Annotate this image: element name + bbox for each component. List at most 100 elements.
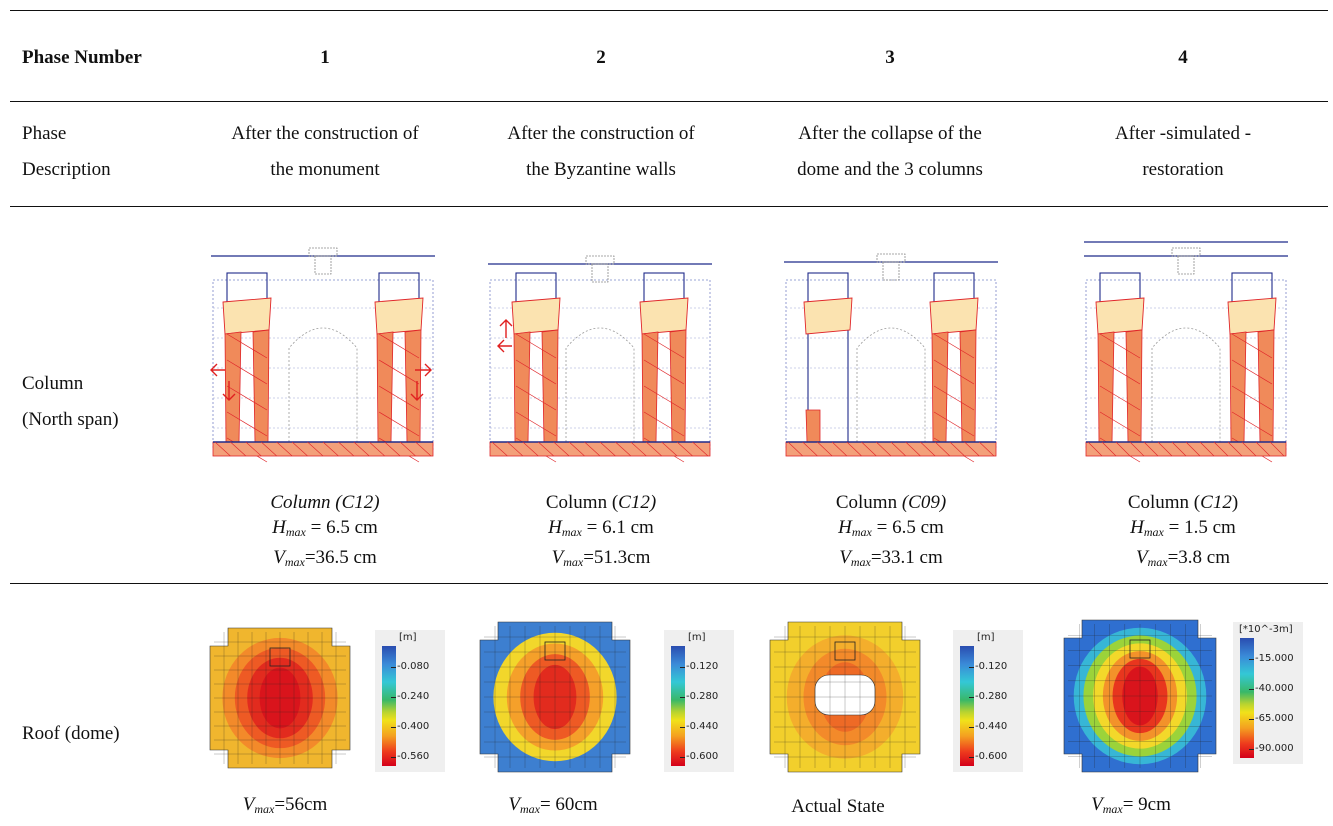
- displacement-arrow: [210, 363, 225, 377]
- column-row-label-line-1: Column: [22, 373, 84, 394]
- deformed-shaft: [1257, 329, 1275, 443]
- dome-element: [308, 247, 338, 257]
- phase-1-description-line-2: the monument: [270, 159, 380, 180]
- crack-line: [933, 359, 975, 385]
- colorbar-1-tick: -0.240: [390, 691, 430, 702]
- slab-crack: [905, 441, 921, 457]
- crack-line: [1231, 385, 1273, 411]
- base-slab: [785, 441, 997, 457]
- column-caption-1: Column (C12) Hmax = 6.5 cm Vmax=36.5 cm: [210, 490, 440, 575]
- description-label-line-1: Phase: [22, 123, 67, 144]
- header-rule: [10, 101, 1328, 102]
- slab-crack: [1143, 441, 1159, 457]
- slab-crack: [261, 441, 277, 457]
- roof-contour-2: [479, 621, 631, 773]
- crack-line: [515, 333, 557, 359]
- slab-crack: [1129, 441, 1145, 457]
- slab-crack: [1213, 441, 1229, 457]
- phase-3-description-line-2: dome and the 3 columns: [797, 159, 983, 180]
- slab-crack: [646, 441, 662, 457]
- slab-crack: [949, 441, 965, 457]
- colorbar-3-tick: -0.440: [968, 721, 1008, 732]
- slab-crack: [630, 441, 647, 457]
- phase-2-header: 2: [596, 47, 606, 68]
- roof-caption-vmax: Vmax= 9cm: [1091, 794, 1171, 816]
- roof-contour-4: [1063, 619, 1217, 773]
- slab-crack: [568, 441, 585, 457]
- phase-number-label: Phase Number: [22, 47, 142, 68]
- deformed-shaft: [252, 329, 270, 443]
- column-caption-hmax: Hmax = 6.5 cm: [272, 517, 378, 539]
- column-caption-title: Column (C12): [270, 492, 380, 513]
- roof-contour-3: [769, 621, 921, 773]
- phase-4-header: 4: [1178, 47, 1188, 68]
- arch-outline: [288, 327, 358, 442]
- dome-drum: [269, 647, 291, 667]
- displacement-arrow: [415, 363, 432, 377]
- slab-crack: [692, 441, 709, 457]
- crack-line: [1099, 411, 1141, 437]
- slab-crack: [1241, 441, 1257, 457]
- slab-crack: [787, 441, 803, 457]
- column-rule: [10, 583, 1328, 584]
- slab-crack: [661, 441, 678, 457]
- column-caption-vmax: Vmax=51.3cm: [551, 547, 651, 569]
- slab-crack: [1171, 441, 1187, 457]
- column-figure-3: [784, 253, 998, 463]
- dome-element: [585, 255, 615, 265]
- column-caption-title: Column (C09): [835, 492, 947, 513]
- slab-crack: [964, 441, 980, 457]
- roof-caption-vmax: Vmax=56cm: [242, 794, 328, 816]
- displacement-arrow: [497, 339, 512, 353]
- column-caption-3: Column (C09) Hmax = 6.5 cm Vmax=33.1 cm: [776, 490, 1006, 575]
- slab-crack: [507, 441, 524, 457]
- top-rule: [10, 10, 1328, 11]
- slab-crack: [538, 441, 554, 457]
- colorbar-3-tick: -0.280: [968, 691, 1008, 702]
- crack-line: [515, 411, 557, 437]
- crack-line: [378, 333, 420, 359]
- colorbar-3-tick: -0.600: [968, 751, 1008, 762]
- slab-crack: [522, 441, 539, 457]
- colorbar-3: [m] -0.120 -0.280 -0.440 -0.600: [953, 630, 1023, 772]
- slab-crack: [214, 441, 231, 457]
- slab-crack: [307, 441, 324, 457]
- colorbar-4-tick: -65.000: [1249, 713, 1294, 724]
- slab-crack: [491, 441, 508, 457]
- arch-outline: [1151, 327, 1221, 442]
- deformed-shaft: [641, 331, 659, 443]
- arch-outline: [565, 327, 635, 442]
- column-row-label-line-2: (North span): [22, 409, 119, 430]
- column-caption-4: Column (C12) Hmax = 1.5 cm Vmax=3.8 cm: [1068, 490, 1298, 575]
- crack-line: [1099, 333, 1141, 359]
- colorbar-1: [m] -0.080 -0.240 -0.400 -0.560: [375, 630, 445, 772]
- column-caption-title: Column (C12): [545, 492, 657, 513]
- crack-line: [933, 333, 975, 359]
- description-rule: [10, 206, 1328, 207]
- crack-line: [1099, 385, 1141, 411]
- crack-line: [1099, 359, 1141, 385]
- colorbar-1-tick: -0.400: [390, 721, 430, 732]
- base-slab: [212, 441, 434, 457]
- deformed-shaft: [1125, 329, 1143, 443]
- slab-crack: [1157, 441, 1173, 457]
- phase-1-description-line-1: After the construction of: [231, 123, 419, 144]
- slab-crack: [802, 441, 818, 457]
- colorbar-1-unit: [m]: [399, 632, 417, 643]
- column-caption-hmax: Hmax = 6.5 cm: [838, 517, 944, 539]
- crack-line: [515, 359, 557, 385]
- dome-element: [876, 253, 906, 263]
- colorbar-3-gradient: [960, 646, 974, 766]
- colorbar-4: [*10^-3m] -15.000 -40.000 -65.000 -90.00…: [1233, 622, 1303, 764]
- column-figure-1: [210, 247, 435, 463]
- roof-row-label: Roof (dome): [22, 723, 120, 744]
- slab-crack: [599, 441, 616, 457]
- colorbar-4-tick: -40.000: [1249, 683, 1294, 694]
- colorbar-2-tick: -0.280: [679, 691, 719, 702]
- crack-line: [643, 333, 685, 359]
- slab-crack: [979, 441, 995, 457]
- deformed-capital: [639, 297, 689, 335]
- deformed-shaft: [404, 329, 422, 443]
- phase-4-description-line-2: restoration: [1142, 159, 1224, 180]
- deformed-capital: [929, 297, 979, 335]
